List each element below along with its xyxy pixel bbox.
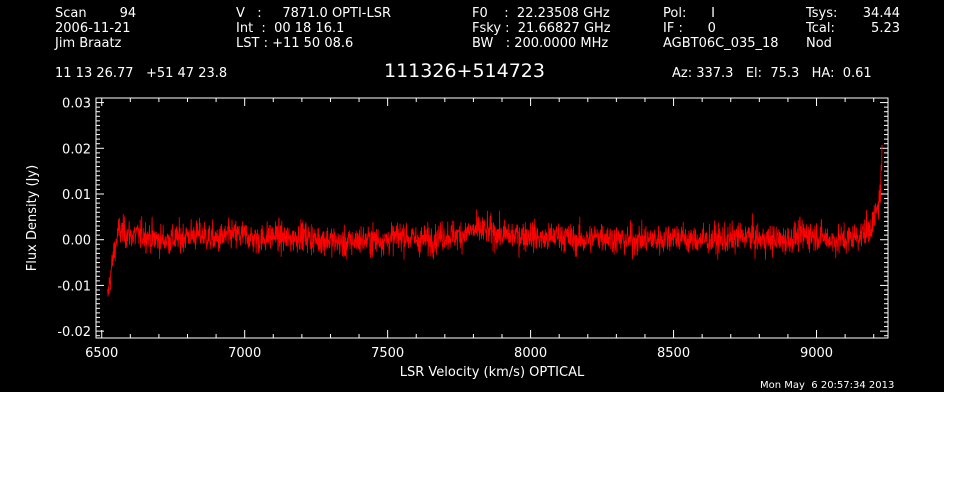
tcal-label: Tcal: [806, 21, 835, 36]
header-scan-block: Scan 94 2006-11-21 Jim Braatz [55, 6, 136, 51]
rest-frequency: F0 : 22.23508 GHz [472, 6, 610, 21]
y-tick-label: 0.03 [62, 97, 91, 112]
source-name-title: 111326+514723 [384, 60, 545, 82]
polarization: Pol: I [663, 6, 715, 21]
bandwidth: BW : 200.0000 MHz [472, 36, 609, 51]
tsys-label: Tsys: [806, 6, 838, 21]
spectrum-chart: 6500 7000 7500 8000 8500 9000 -0.02 -0.01 0.00 0.… [25, 97, 889, 380]
tcal-value: 5.23 [871, 21, 900, 36]
if-number: IF : 0 [663, 21, 716, 36]
header-velocity-block: V : 7871.0 OPTI-LSR Int : 00 18 16.1 LST :… [236, 6, 391, 51]
y-tick-label: -0.02 [57, 325, 91, 340]
y-axis-label: Flux Density (Jy) [25, 165, 40, 271]
y-tick-label: 0.01 [62, 188, 91, 203]
y-tick-label: 0.00 [62, 234, 91, 249]
x-tick-label: 8500 [657, 346, 690, 361]
axis-labels: 6500 7000 7500 8000 8500 9000 -0.02 -0.01 0.00 0.… [57, 97, 833, 361]
x-tick-label: 6500 [85, 346, 118, 361]
observer-name: Jim Braatz [55, 36, 122, 51]
spectrum-series-line [107, 144, 883, 297]
coordinates: 11 13 26.77 +51 47 23.8 [55, 66, 228, 81]
tsys-value: 34.44 [862, 6, 900, 21]
header-tsys-block: Tsys: Tcal: Nod [806, 6, 837, 51]
plot-frame [95, 97, 889, 339]
plot-timestamp: Mon May 6 20:57:34 2013 [760, 380, 895, 391]
integration-time: Int : 00 18 16.1 [236, 21, 345, 36]
velocity-label: V : 7871.0 OPTI-LSR [236, 6, 392, 21]
sky-frequency: Fsky : 21.66827 GHz [472, 21, 611, 36]
x-tick-label: 7000 [228, 346, 261, 361]
scan-number-label: Scan 94 [55, 6, 137, 21]
switching-mode: Nod [806, 36, 832, 51]
x-axis-label: LSR Velocity (km/s) OPTICAL [400, 365, 585, 380]
header-pol-block: Pol: I IF : 0 AGBT06C_035_18 [663, 6, 779, 51]
lst-label: LST : +11 50 08.6 [236, 36, 354, 51]
y-tick-label: -0.01 [57, 279, 91, 294]
y-tick-label: 0.02 [62, 142, 91, 157]
plot-panel: Scan 94 2006-11-21 Jim Braatz V : 7871.0 O… [0, 0, 944, 392]
az-el-ha: Az: 337.3 El: 75.3 HA: 0.61 [672, 66, 872, 81]
project-id: AGBT06C_035_18 [663, 36, 779, 51]
header-frequency-block: F0 : 22.23508 GHz Fsky : 21.66827 GHz BW :… [472, 6, 611, 51]
x-tick-label: 7500 [371, 346, 404, 361]
axis-ticks [96, 97, 888, 338]
header-tsys-values: 34.44 5.23 [848, 6, 900, 36]
x-tick-label: 8000 [514, 346, 547, 361]
x-tick-label: 9000 [800, 346, 833, 361]
observation-date: 2006-11-21 [55, 21, 131, 36]
